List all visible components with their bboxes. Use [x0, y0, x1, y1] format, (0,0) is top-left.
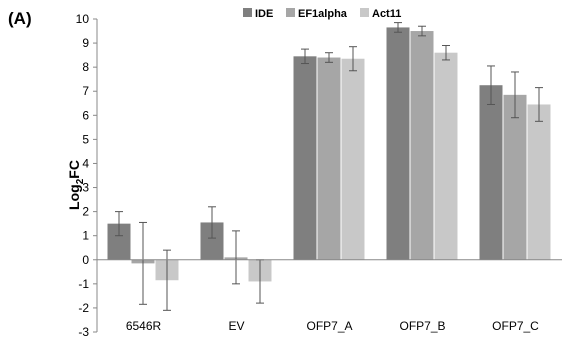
- y-tick-label: -2: [78, 301, 89, 315]
- y-tick-label: 10: [76, 12, 90, 26]
- bar-act11-ofp7_a: [341, 58, 365, 260]
- y-axis-label: Log2FC: [66, 160, 86, 210]
- y-tick-label: 3: [82, 181, 89, 195]
- x-category-label: OFP7_A: [306, 319, 352, 333]
- bar-ide-ofp7_a: [293, 56, 317, 260]
- legend-swatch-ide: [243, 8, 252, 17]
- legend: IDE EF1alpha Act11: [243, 8, 401, 20]
- y-tick-label: 0: [82, 253, 89, 267]
- y-tick-label: 4: [82, 156, 89, 170]
- y-tick-label: -3: [78, 325, 89, 339]
- legend-swatch-act11: [360, 8, 369, 17]
- x-category-label: OFP7_C: [492, 319, 539, 333]
- y-tick-label: 5: [82, 132, 89, 146]
- y-tick-label: 7: [82, 84, 89, 98]
- bar-ide-ev: [200, 222, 224, 260]
- y-tick-label: 2: [82, 205, 89, 219]
- y-tick-label: 6: [82, 108, 89, 122]
- legend-swatch-ef1alpha: [286, 8, 295, 17]
- y-tick-label: 9: [82, 36, 89, 50]
- x-category-label: EV: [228, 319, 244, 333]
- legend-label-act11: Act11: [372, 8, 401, 20]
- bar-act11-ofp7_c: [527, 104, 551, 260]
- panel-label: (A): [8, 9, 32, 28]
- legend-label-ide: IDE: [255, 8, 273, 20]
- x-axis: 6546R EV OFP7_A OFP7_B OFP7_C: [97, 259, 562, 333]
- bar-ide-6546r: [107, 223, 131, 260]
- y-tick-label: -1: [78, 277, 89, 291]
- y-tick-label: 8: [82, 60, 89, 74]
- bars: [107, 22, 551, 311]
- bar-ef1alpha-ofp7_a: [317, 57, 341, 260]
- x-category-label: OFP7_B: [399, 319, 445, 333]
- bar-ef1alpha-ofp7_b: [410, 31, 434, 260]
- y-axis: -3 -2 -1 0 1 2 3 4 5 6 7 8 9 10: [76, 12, 98, 339]
- legend-label-ef1alpha: EF1alpha: [298, 8, 348, 20]
- y-tick-label: 1: [82, 229, 89, 243]
- bar-ef1alpha-ofp7_c: [503, 94, 527, 260]
- bar-act11-ofp7_b: [434, 52, 458, 260]
- bar-ide-ofp7_c: [479, 85, 503, 260]
- bar-ide-ofp7_b: [386, 27, 410, 260]
- x-category-label: 6546R: [126, 319, 162, 333]
